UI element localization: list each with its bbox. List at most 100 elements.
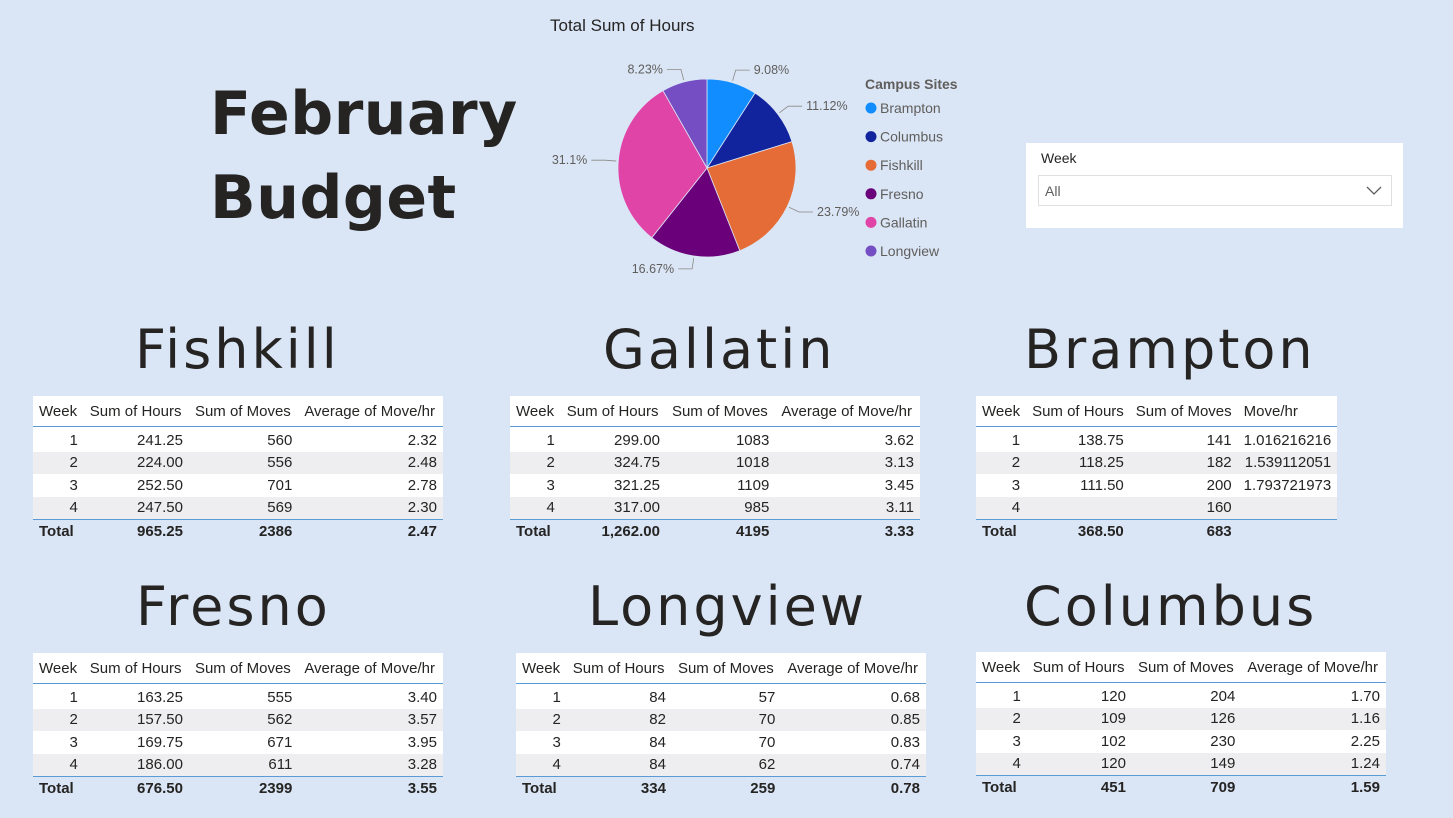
column-header[interactable]: Week <box>510 396 561 427</box>
table-gallatin: Week Sum of Hours Sum of Moves Average of M… <box>510 396 920 543</box>
table-cell: 560 <box>188 426 299 452</box>
table-cell: 317.00 <box>560 496 666 520</box>
column-header[interactable]: Sum of Hours <box>1026 396 1130 427</box>
pie-leader-line <box>732 69 750 81</box>
table-total-cell: 676.50 <box>83 776 189 800</box>
column-header[interactable]: Sum of Moves <box>665 396 776 427</box>
table-cell: 555 <box>188 683 299 709</box>
table-cell: 4 <box>976 752 1027 776</box>
table-cell <box>1237 496 1338 520</box>
column-header[interactable]: Average of Move/hr <box>298 653 443 684</box>
pie-leader-line <box>779 105 803 114</box>
legend-item-columbus[interactable]: Columbus <box>880 129 943 145</box>
legend-item-fishkill[interactable]: Fishkill <box>880 157 923 173</box>
table-cell: 1 <box>510 426 561 452</box>
table-cell: 70 <box>671 731 782 754</box>
column-header[interactable]: Sum of Moves <box>188 396 299 427</box>
table-total-cell: 1.59 <box>1241 775 1386 799</box>
table-cell: 3 <box>33 474 84 497</box>
column-header[interactable]: Sum of Hours <box>566 653 672 684</box>
table-cell: 126 <box>1131 707 1242 730</box>
table-cell: 556 <box>188 451 299 474</box>
pie-data-label: 31.1% <box>552 153 587 167</box>
table-cell: 252.50 <box>83 474 189 497</box>
table-cell: 1.793721973 <box>1237 474 1338 497</box>
table-cell: 138.75 <box>1026 426 1130 452</box>
table-cell: 2 <box>33 451 84 474</box>
column-header[interactable]: Sum of Moves <box>1129 396 1238 427</box>
table-row: 4 247.50 569 2.30 <box>33 496 443 520</box>
week-dropdown[interactable]: All <box>1038 175 1392 206</box>
table-total-cell: 4195 <box>665 519 776 543</box>
title-fresno: Fresno <box>136 575 331 638</box>
column-header[interactable]: Sum of Moves <box>671 653 782 684</box>
legend-marker-longview <box>865 245 877 257</box>
table-cell: 3.11 <box>775 496 920 520</box>
table-row: 1 241.25 560 2.32 <box>33 426 443 452</box>
table-row: 1 120 204 1.70 <box>976 682 1386 708</box>
table-cell: 2 <box>976 451 1027 474</box>
table-cell: 2.25 <box>1241 730 1386 753</box>
column-header[interactable]: Average of Move/hr <box>781 653 926 684</box>
table-cell: 3.45 <box>775 474 920 497</box>
column-header[interactable]: Week <box>976 396 1027 427</box>
table-total-cell: 2399 <box>188 776 299 800</box>
table-total-cell: Total <box>976 775 1027 799</box>
legend-item-gallatin[interactable]: Gallatin <box>880 214 927 230</box>
pie-data-label: 23.79% <box>817 205 859 219</box>
legend-item-fresno[interactable]: Fresno <box>880 186 924 202</box>
pie-data-label: 11.12% <box>806 99 847 113</box>
column-header[interactable]: Sum of Hours <box>560 396 666 427</box>
pie-data-label: 8.23% <box>627 62 662 76</box>
table-cell: 111.50 <box>1026 474 1130 497</box>
column-header[interactable]: Sum of Moves <box>188 653 299 684</box>
table-cell: 82 <box>566 708 672 731</box>
table-cell: 1.70 <box>1241 682 1386 708</box>
column-header[interactable]: Sum of Moves <box>1131 652 1242 683</box>
table-cell: 3 <box>976 730 1027 753</box>
column-header[interactable]: Week <box>516 653 567 684</box>
table-cell: 3.62 <box>775 426 920 452</box>
table-cell: 4 <box>33 753 84 777</box>
table-columbus: Week Sum of Hours Sum of Moves Average of M… <box>976 652 1386 799</box>
pie-slice-gallatin[interactable] <box>617 90 708 239</box>
column-header[interactable]: Average of Move/hr <box>1241 652 1386 683</box>
table-total-cell: Total <box>510 519 561 543</box>
table-cell: 118.25 <box>1026 451 1130 474</box>
table-cell: 1 <box>976 682 1027 708</box>
table-total-row: Total 965.25 2386 2.47 <box>33 519 443 543</box>
table-cell: 157.50 <box>83 708 189 731</box>
column-header[interactable]: Average of Move/hr <box>298 396 443 427</box>
week-slicer-label: Week <box>1041 150 1077 166</box>
table-cell: 1109 <box>665 474 776 497</box>
table-row: 3 252.50 701 2.78 <box>33 474 443 497</box>
table-total-cell: 368.50 <box>1026 519 1130 543</box>
pie-slice-longview[interactable] <box>662 78 708 170</box>
column-header[interactable]: Move/hr <box>1237 396 1338 427</box>
table-cell: 3.95 <box>298 731 443 754</box>
column-header[interactable]: Week <box>33 396 84 427</box>
table-cell: 2.78 <box>298 474 443 497</box>
page-title: February Budget <box>210 72 518 240</box>
table-cell: 62 <box>671 753 782 777</box>
table-header-row: Week Sum of Hours Sum of Moves Average of M… <box>516 653 926 684</box>
table-cell: 1083 <box>665 426 776 452</box>
column-header[interactable]: Average of Move/hr <box>775 396 920 427</box>
table-cell: 0.74 <box>781 753 926 777</box>
column-header[interactable]: Week <box>33 653 84 684</box>
table-total-cell: 965.25 <box>83 519 189 543</box>
chevron-down-icon[interactable] <box>1365 182 1383 198</box>
column-header[interactable]: Sum of Hours <box>83 396 189 427</box>
column-header[interactable]: Sum of Hours <box>1026 652 1132 683</box>
table-cell: 1.24 <box>1241 752 1386 776</box>
table-row: 4 84 62 0.74 <box>516 753 926 777</box>
column-header[interactable]: Sum of Hours <box>83 653 189 684</box>
column-header[interactable]: Week <box>976 652 1027 683</box>
legend-item-longview[interactable]: Longview <box>880 243 940 259</box>
pie-slice-fresno[interactable] <box>651 167 741 258</box>
table-cell: 1018 <box>665 451 776 474</box>
pie-chart[interactable]: 9.08% 11.12% 23.79% 16.67% 31.1% 8.23% Campus … <box>540 55 980 285</box>
table-cell: 0.85 <box>781 708 926 731</box>
legend-item-brampton[interactable]: Brampton <box>880 100 941 116</box>
table-cell: 186.00 <box>83 753 189 777</box>
